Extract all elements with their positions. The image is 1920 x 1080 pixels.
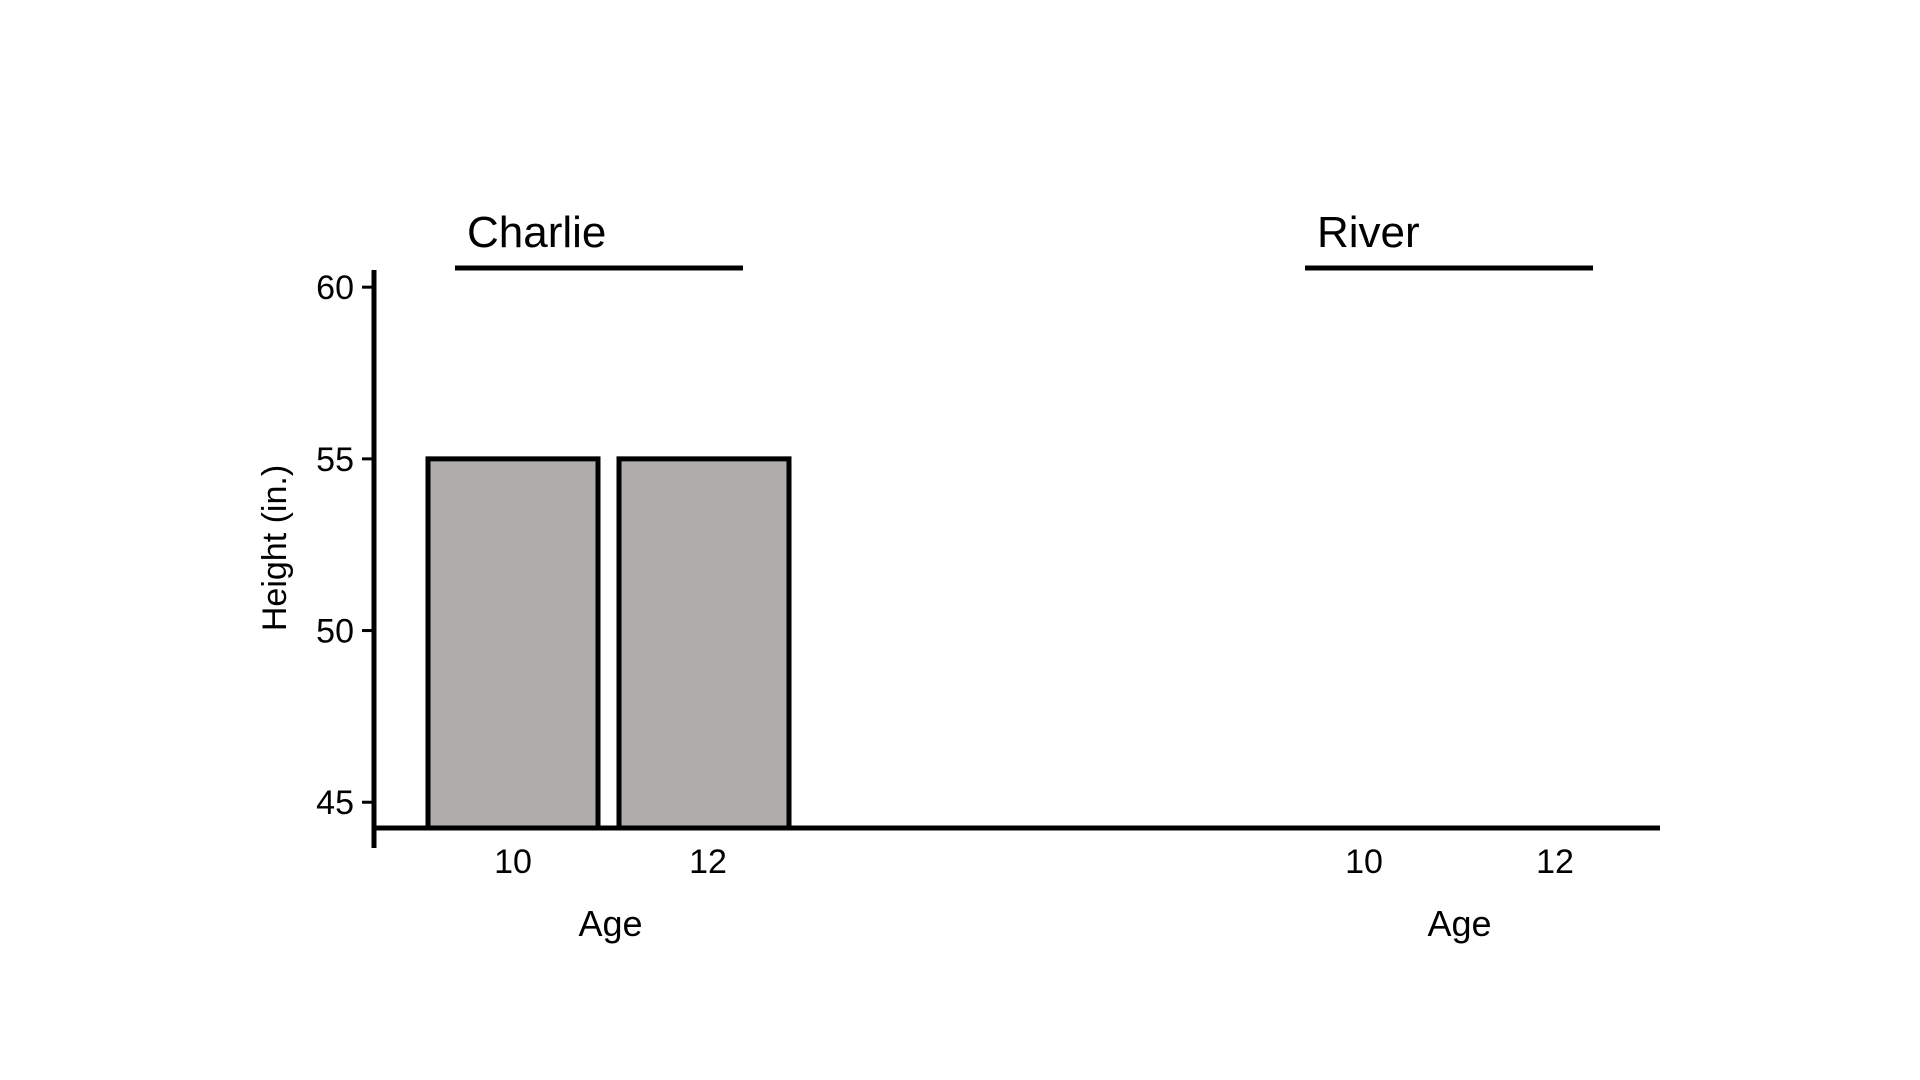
x-tick-label: 10 <box>1345 843 1383 881</box>
bar <box>616 456 792 831</box>
group-labels: Charlie 10 12 Age River 10 12 Age <box>455 208 1593 944</box>
y-tick-label: 45 <box>316 784 354 822</box>
x-tick-label: 12 <box>1536 843 1574 881</box>
x-axis-label: Age <box>578 903 642 944</box>
y-tick-label: 60 <box>316 269 354 307</box>
x-tick-label: 10 <box>494 843 532 881</box>
group-label: Charlie <box>467 208 606 257</box>
x-tick-label: 12 <box>689 843 727 881</box>
y-axis-label: Height (in.) <box>256 465 294 631</box>
group-label: River <box>1317 208 1420 257</box>
bar <box>425 456 601 831</box>
x-axis-label: Age <box>1427 903 1491 944</box>
bars-layer <box>425 456 792 831</box>
y-tick-label: 55 <box>316 441 354 479</box>
y-ticks: 45 50 55 60 <box>316 269 374 822</box>
y-tick-label: 50 <box>316 613 354 651</box>
